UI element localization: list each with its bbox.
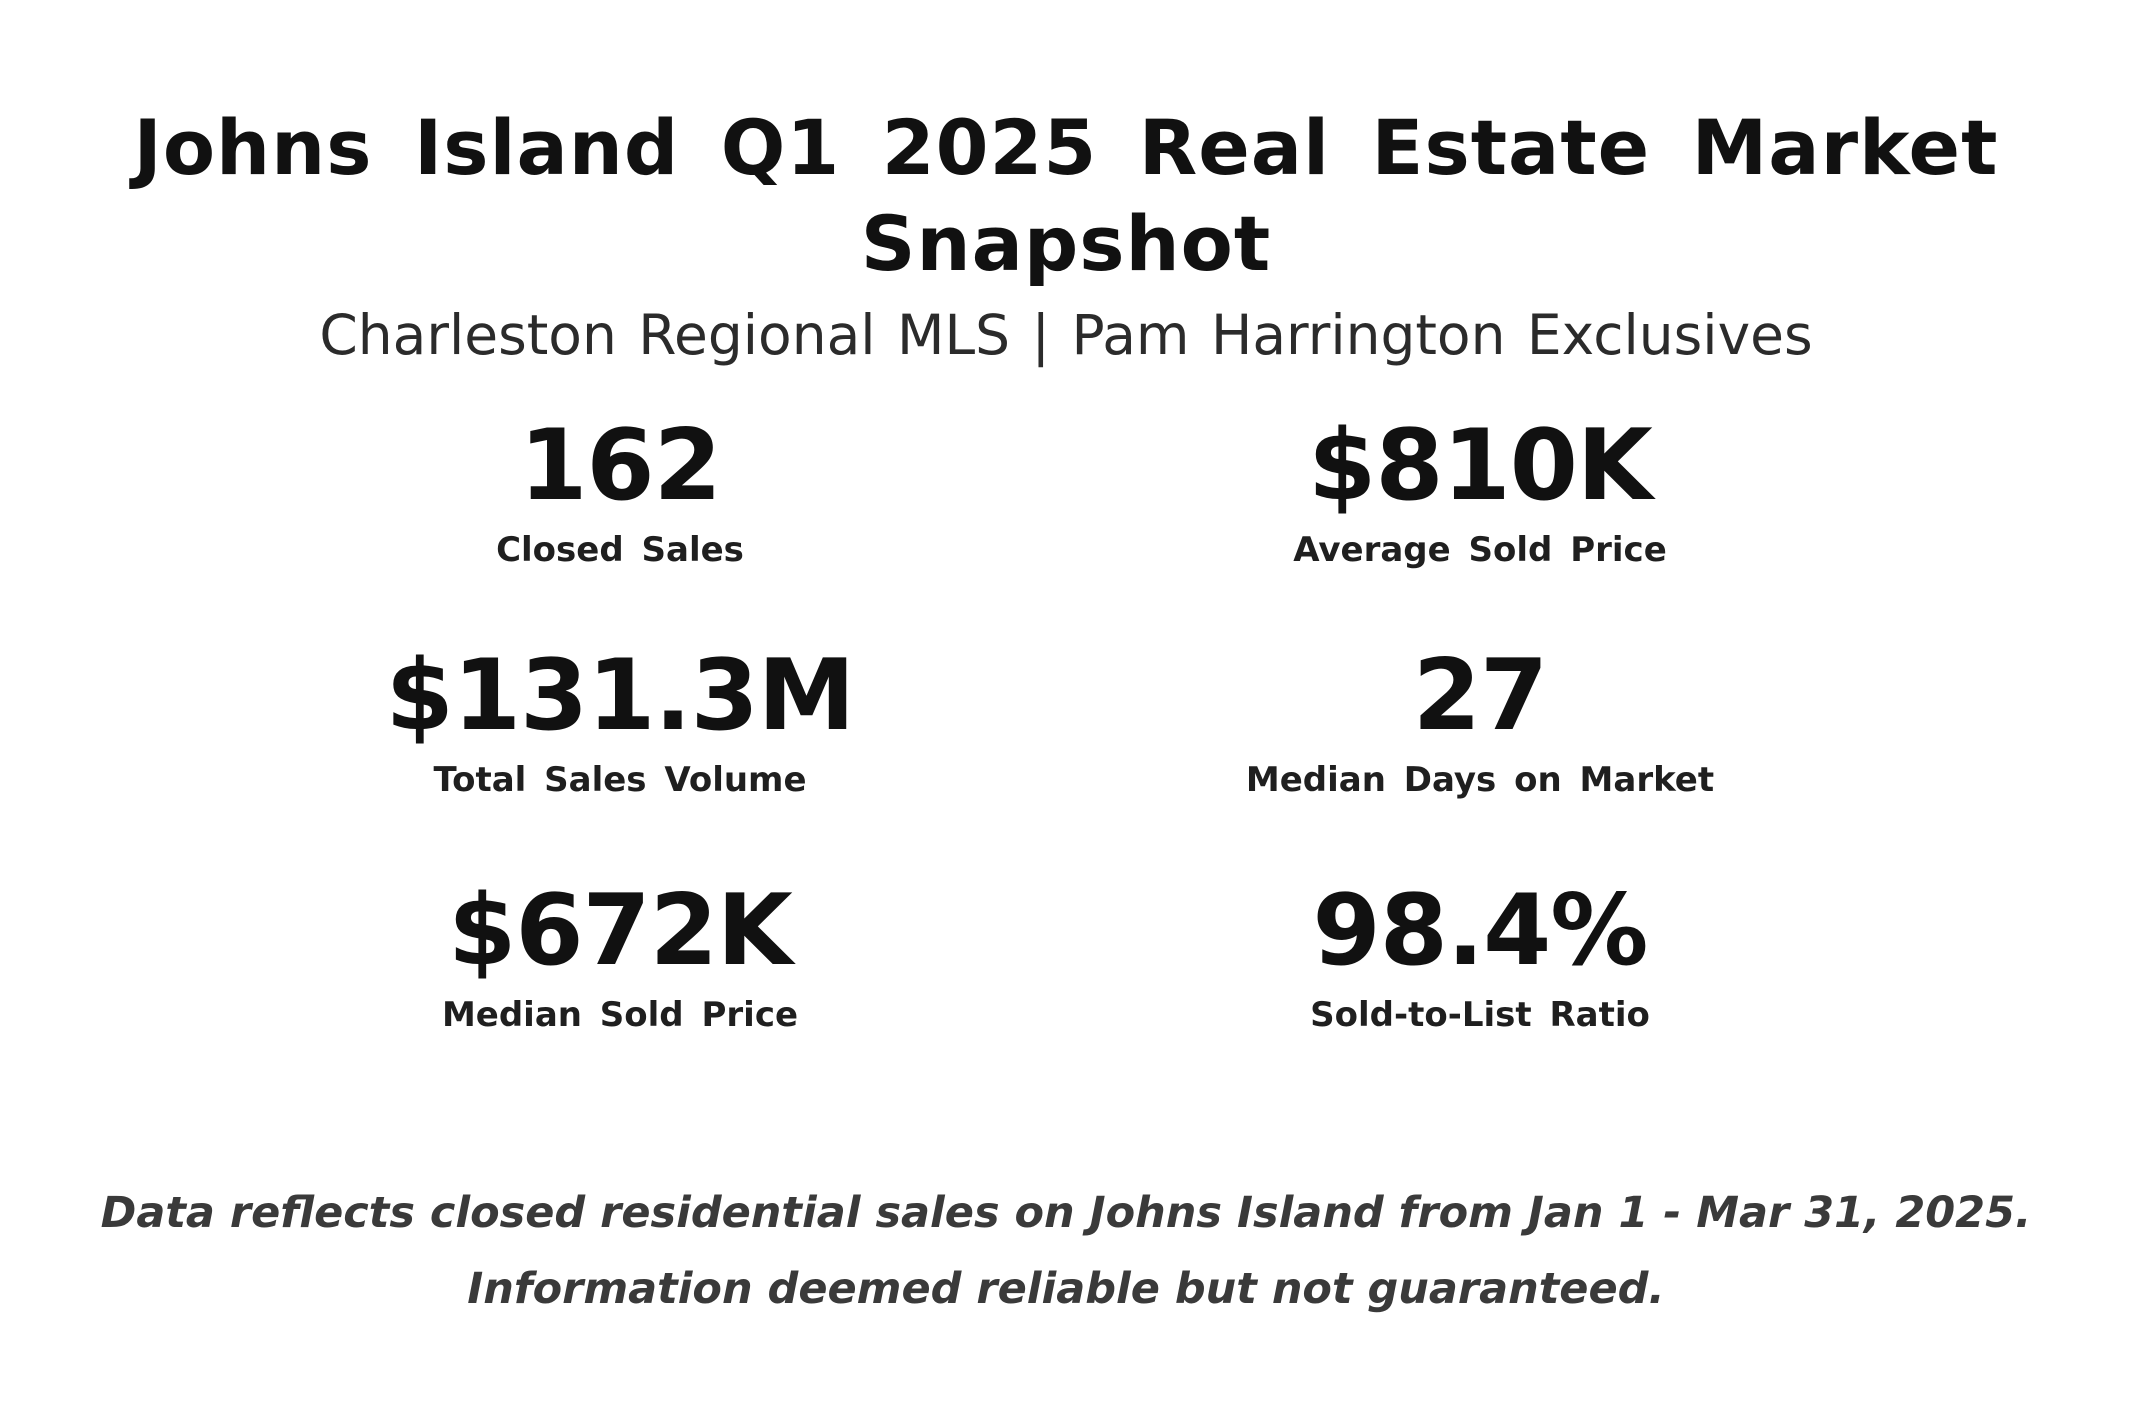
metric-label: Closed Sales [496, 530, 744, 570]
page-title: Johns Island Q1 2025 Real Estate Market … [133, 103, 1999, 288]
metric-label: Median Days on Market [1245, 760, 1715, 800]
metric-label: Sold-to-List Ratio [1310, 995, 1650, 1035]
metric-closed-sales: 162 Closed Sales [220, 410, 1020, 572]
metric-sold-to-list-ratio: 98.4% Sold-to-List Ratio [1080, 875, 1880, 1037]
footnote-line-2: Information deemed reliable but not guar… [467, 1264, 1665, 1314]
footnote-line-1: Data reflects closed residential sales o… [100, 1188, 2032, 1238]
metrics-grid: 162 Closed Sales $810K Average Sold Pric… [0, 410, 2132, 1070]
header: Johns Island Q1 2025 Real Estate Market … [0, 100, 2132, 370]
metric-average-sold-price: $810K Average Sold Price [1080, 410, 1880, 572]
footnote: Data reflects closed residential sales o… [0, 1175, 2132, 1327]
metric-label: Median Sold Price [441, 995, 799, 1035]
metric-value: $810K [1308, 409, 1653, 523]
metric-value: 162 [519, 409, 722, 523]
metric-value: 98.4% [1312, 874, 1649, 988]
metric-value: 27 [1412, 639, 1548, 753]
page-subtitle: Charleston Regional MLS | Pam Harrington… [319, 303, 1813, 367]
metric-total-sales-volume: $131.3M Total Sales Volume [220, 640, 1020, 802]
metric-median-days-on-market: 27 Median Days on Market [1080, 640, 1880, 802]
metric-value: $672K [448, 874, 793, 988]
metric-median-sold-price: $672K Median Sold Price [220, 875, 1020, 1037]
metric-label: Average Sold Price [1293, 530, 1667, 570]
metric-label: Total Sales Volume [433, 760, 807, 800]
metric-value: $131.3M [385, 639, 856, 753]
